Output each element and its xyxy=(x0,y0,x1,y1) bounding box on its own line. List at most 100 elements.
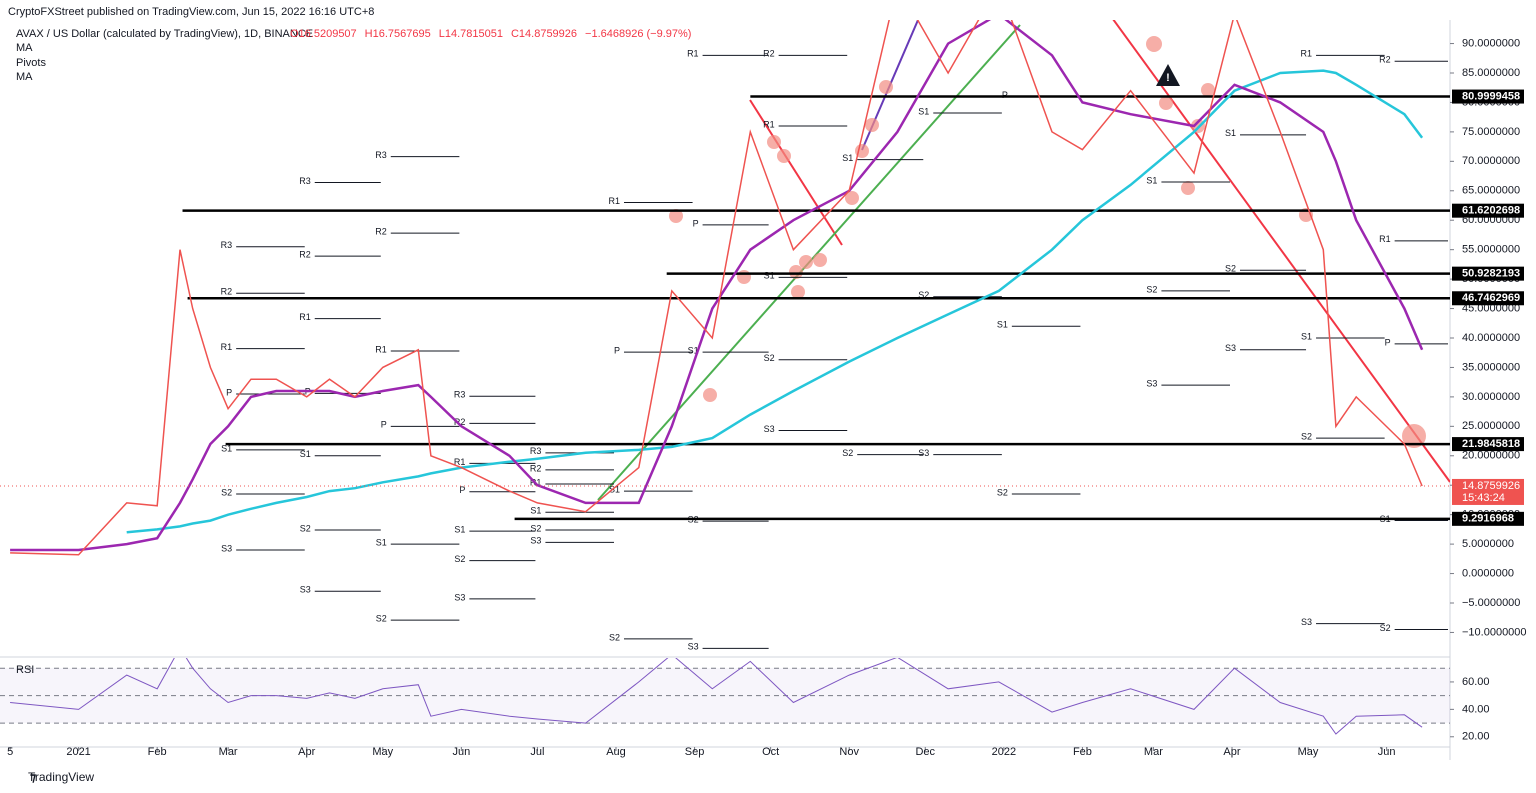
pivot-label: S1 xyxy=(997,320,1008,330)
publisher: CryptoFXStreet published on TradingView.… xyxy=(8,6,374,18)
warning-icon xyxy=(1156,64,1180,86)
level-label-box xyxy=(1452,291,1524,306)
y-tick-label: 65.0000000 xyxy=(1462,185,1520,197)
level-label: 21.9845818 xyxy=(1462,438,1520,450)
pivot-label: R1 xyxy=(375,344,387,354)
pivot-label: S1 xyxy=(842,153,853,163)
pivot-label: R2 xyxy=(221,287,233,297)
level-label: 46.7462969 xyxy=(1462,292,1520,304)
pivot-label: S2 xyxy=(997,487,1008,497)
pivot-label: R3 xyxy=(454,390,466,400)
pivot-label: P xyxy=(459,485,465,495)
brand: TradingView xyxy=(28,770,94,784)
pivot-label: R1 xyxy=(687,49,699,59)
pivot-label: S1 xyxy=(764,271,775,281)
ohlc-value: −1.6468926 (−9.97%) xyxy=(585,28,691,40)
y-tick-label: 90.0000000 xyxy=(1462,37,1520,49)
pivot-label: S2 xyxy=(918,290,929,300)
trendline xyxy=(1112,20,1450,483)
level-label: 9.2916968 xyxy=(1462,513,1514,525)
x-tick-label: Nov xyxy=(839,746,859,758)
pivot-label: S2 xyxy=(376,613,387,623)
pivot-label: S1 xyxy=(1225,128,1236,138)
x-tick-label: May xyxy=(1298,746,1319,758)
pivot-label: S3 xyxy=(688,642,699,652)
y-tick-label: 35.0000000 xyxy=(1462,361,1520,373)
pivot-label: P xyxy=(1385,337,1391,347)
rsi-title: RSI xyxy=(16,664,34,676)
pivot-label: S2 xyxy=(221,487,232,497)
main-panel: ! R3 R2 R1 P S1 S2 S3 R3 R2 R1 P S1 S2 S3 R3 R2 R1 P S1 S2 R… xyxy=(0,20,1450,652)
countdown: 15:43:24 xyxy=(1462,492,1505,504)
pivot-label: R1 xyxy=(1379,234,1391,244)
x-tick-label: Aug xyxy=(606,746,626,758)
pivot-label: S1 xyxy=(221,443,232,453)
rsi-tick-label: 40.00 xyxy=(1462,703,1490,715)
pivot-label: S3 xyxy=(1301,617,1312,627)
x-tick-label: 2022 xyxy=(992,746,1016,758)
pivot-label: P xyxy=(614,346,620,356)
ohlc-value: H16.7567695 xyxy=(365,28,431,40)
ohlc-readout: O16.5209507 H16.7567695 L14.7815051 C14.875… xyxy=(290,28,691,40)
pivot-label: P xyxy=(1002,90,1008,100)
pivot-label: S3 xyxy=(221,543,232,553)
pivot-label: S3 xyxy=(764,424,775,434)
trendline xyxy=(749,99,843,246)
pivot-label: S2 xyxy=(1146,284,1157,294)
y-tick-label: −5.0000000 xyxy=(1462,597,1520,609)
pivot-label: S1 xyxy=(918,106,929,116)
level-label-box xyxy=(1452,89,1524,104)
rsi-line xyxy=(10,658,1423,735)
pivot-label: P xyxy=(693,218,699,228)
pivot-label: R2 xyxy=(375,227,387,237)
pivot-label: S2 xyxy=(300,523,311,533)
pivot-label: S3 xyxy=(918,448,929,458)
pivot-label: P xyxy=(226,387,232,397)
pivot-label: R1 xyxy=(763,119,775,129)
y-tick-label: 70.0000000 xyxy=(1462,155,1520,167)
pivot-label: S3 xyxy=(1225,343,1236,353)
x-tick-label: Jun xyxy=(1378,746,1396,758)
y-tick-label: 85.0000000 xyxy=(1462,67,1520,79)
ohlc-value: L14.7815051 xyxy=(439,28,503,40)
pivot-label: R3 xyxy=(530,446,542,456)
pivot-label: R2 xyxy=(454,417,466,427)
pivot-label: R3 xyxy=(375,150,387,160)
x-tick-label: Jul xyxy=(530,746,544,758)
pivot-label: R2 xyxy=(530,463,542,473)
price-label: 14.8759926 xyxy=(1462,480,1520,492)
ohlc-value: C14.8759926 xyxy=(511,28,577,40)
pivot-label: S1 xyxy=(376,537,387,547)
y-tick-label: 75.0000000 xyxy=(1462,126,1520,138)
pivot-label: R1 xyxy=(299,312,311,322)
moving-average xyxy=(126,69,1424,534)
pivot-label: S1 xyxy=(1301,331,1312,341)
x-tick-label: Dec xyxy=(915,746,935,758)
price-label-box xyxy=(1452,478,1524,505)
pivot-label: R1 xyxy=(1301,49,1313,59)
x-tick-label: Mar xyxy=(219,746,238,758)
x-tick-label: May xyxy=(372,746,393,758)
pivot-label: P xyxy=(381,420,387,430)
pivot-label: R2 xyxy=(299,250,311,260)
pivot-label: R3 xyxy=(299,176,311,186)
y-tick-label: 45.0000000 xyxy=(1462,302,1520,314)
rsi-panel xyxy=(0,658,1450,735)
x-tick-label: Feb xyxy=(1073,746,1092,758)
pivot-label: S2 xyxy=(454,554,465,564)
pivot-label: S2 xyxy=(1301,431,1312,441)
y-tick-label: 30.0000000 xyxy=(1462,391,1520,403)
moving-average xyxy=(10,20,1424,552)
pivot-label: S1 xyxy=(1146,175,1157,185)
rsi-tick-label: 60.00 xyxy=(1462,676,1490,688)
pivot-label: S3 xyxy=(300,585,311,595)
pivot-label: S2 xyxy=(1225,264,1236,274)
level-label-box xyxy=(1452,511,1524,526)
ohlc-value: O16.5209507 xyxy=(290,28,357,40)
y-tick-label: −10.0000000 xyxy=(1462,626,1527,638)
level-label-box xyxy=(1452,437,1524,452)
x-tick-label: Jun xyxy=(452,746,470,758)
pivot-label: R3 xyxy=(221,240,233,250)
x-tick-label: Oct xyxy=(762,746,779,758)
